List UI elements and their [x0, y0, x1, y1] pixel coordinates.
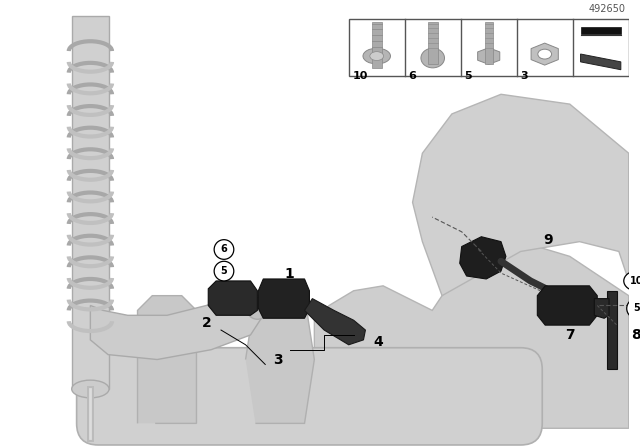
PathPatch shape	[314, 241, 628, 428]
PathPatch shape	[413, 94, 628, 296]
PathPatch shape	[607, 291, 617, 369]
Ellipse shape	[627, 299, 640, 318]
Text: 6: 6	[409, 71, 417, 81]
Ellipse shape	[370, 52, 383, 60]
PathPatch shape	[246, 291, 314, 423]
PathPatch shape	[595, 299, 609, 318]
Bar	[428, 22, 438, 64]
Text: 2: 2	[202, 316, 211, 330]
Text: 3: 3	[520, 71, 528, 81]
Bar	[372, 22, 381, 68]
Polygon shape	[477, 48, 500, 65]
Bar	[580, 26, 621, 34]
Ellipse shape	[538, 49, 552, 59]
Ellipse shape	[624, 271, 640, 291]
Ellipse shape	[246, 297, 268, 319]
PathPatch shape	[460, 237, 506, 279]
Text: 5: 5	[221, 266, 227, 276]
PathPatch shape	[538, 286, 597, 325]
Text: 10: 10	[630, 276, 640, 286]
Text: 3: 3	[273, 353, 283, 366]
Text: 5: 5	[633, 303, 640, 314]
Text: 5: 5	[465, 71, 472, 81]
FancyBboxPatch shape	[77, 348, 542, 445]
Text: 10: 10	[353, 71, 368, 81]
PathPatch shape	[138, 296, 196, 423]
Text: 1: 1	[285, 267, 294, 281]
Text: 6: 6	[221, 245, 227, 254]
Text: 492650: 492650	[589, 4, 626, 14]
Text: 8: 8	[630, 328, 640, 342]
Text: 7: 7	[565, 328, 575, 342]
Polygon shape	[580, 54, 621, 70]
Bar	[72, 16, 109, 389]
Bar	[349, 19, 628, 76]
Ellipse shape	[421, 48, 445, 68]
Text: 4: 4	[373, 335, 383, 349]
PathPatch shape	[305, 299, 365, 345]
Ellipse shape	[214, 240, 234, 259]
Ellipse shape	[214, 261, 234, 281]
Polygon shape	[531, 43, 558, 65]
Bar	[484, 22, 493, 64]
PathPatch shape	[90, 296, 263, 359]
Text: 9: 9	[543, 233, 553, 247]
Ellipse shape	[363, 48, 390, 64]
Ellipse shape	[72, 380, 109, 398]
PathPatch shape	[259, 279, 309, 318]
PathPatch shape	[208, 281, 257, 315]
